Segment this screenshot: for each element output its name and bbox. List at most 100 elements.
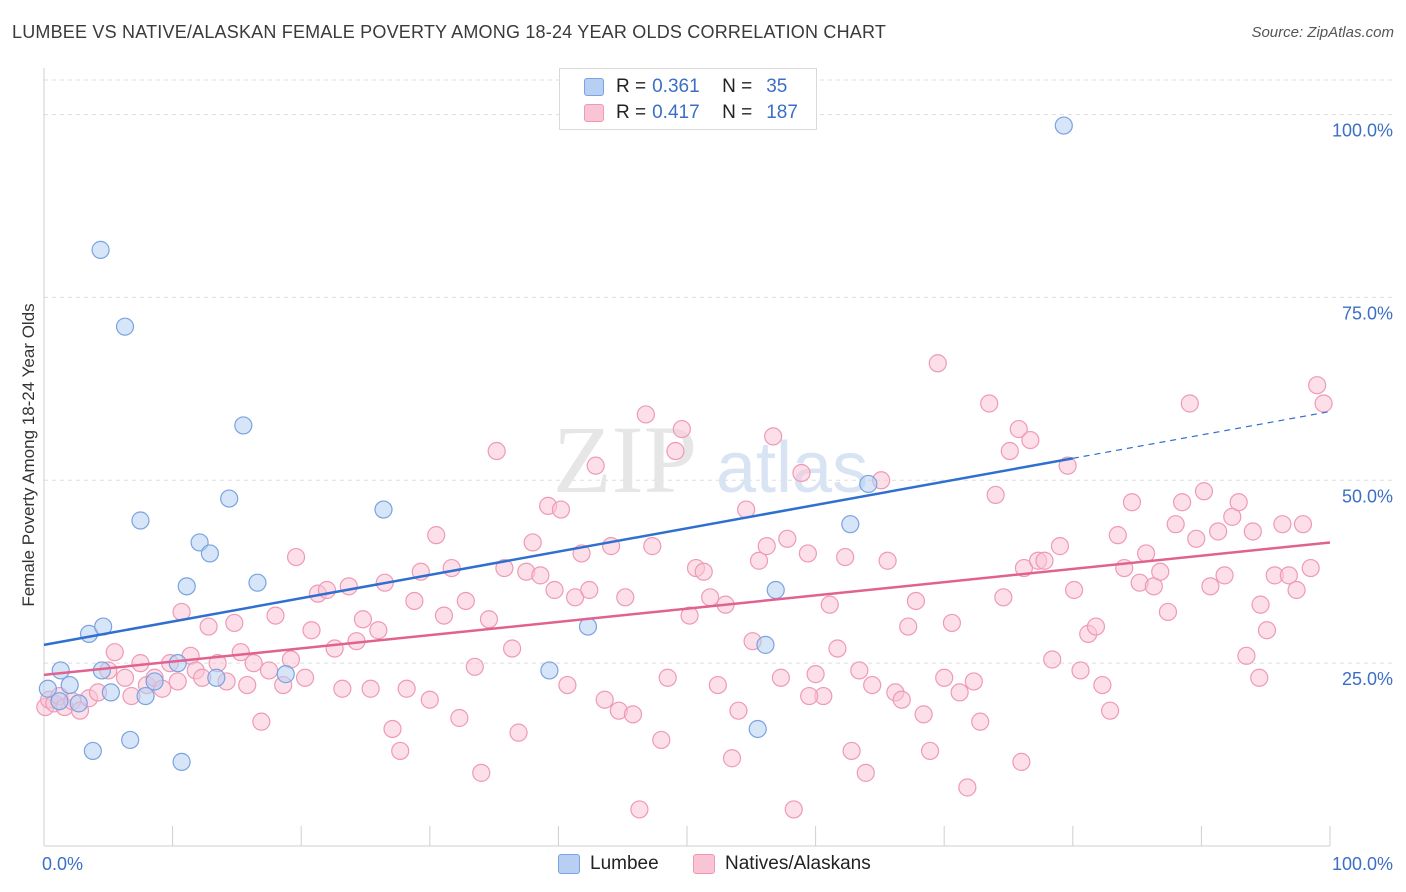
native-point [623,705,643,724]
native-point [856,763,875,782]
native-point [487,441,506,461]
native-point [980,394,999,413]
native-point [551,500,571,519]
native-point [1086,617,1106,636]
lumbee-trend-extension [1072,410,1331,459]
native-point [1021,430,1040,450]
native-point [636,405,655,424]
native-point [1058,456,1077,475]
native-point [1151,562,1170,581]
native-point [920,741,940,761]
native-point [450,708,469,728]
native-point [1209,522,1228,541]
y-tick-label: 75.0% [1342,303,1393,323]
bottom-legend-native: Natives/Alaskans [693,852,871,876]
lumbee-point [748,719,767,739]
native-point [950,683,969,702]
native-point [1229,493,1248,512]
lumbee-point [540,661,559,680]
native-point [231,643,250,662]
native-point [1173,493,1192,512]
native-point [325,639,344,658]
native-point [708,675,727,695]
native-point [503,639,522,658]
legend-r-label: R = [616,76,647,97]
native-point [1100,701,1120,720]
native-point [828,639,847,658]
lumbee-point [172,752,191,771]
x-tick-left: 0.0% [42,854,83,874]
native-point [935,668,954,687]
native-point [1194,482,1214,501]
lumbee-point [756,635,775,654]
native-point [580,580,599,600]
x-tick-right: 100.0% [1332,854,1393,874]
native-point [1187,529,1206,548]
lumbee-point [115,317,135,336]
lumbee-point [51,661,70,680]
native-point [764,427,783,446]
legend-r-label: R = [616,102,647,123]
native-point [225,613,244,633]
lumbee-point [131,511,150,530]
chart-source: Source: ZipAtlas.com [1251,24,1394,41]
native-point [971,712,990,731]
native-point [1257,621,1277,640]
native-point [295,668,315,687]
lumbee-point [220,489,239,508]
native-point [800,686,819,706]
lumbee-point [374,500,393,519]
native-point [333,679,352,698]
native-point [465,657,484,676]
native-point [792,463,811,483]
native-point [1064,580,1084,600]
native-point [586,456,605,475]
native-point [701,588,720,607]
bottom-legend-lumbee-label: Lumbee [590,853,659,874]
native-point [942,613,962,633]
lumbee-point [168,654,187,673]
native-point [1108,526,1127,545]
native-point [666,441,685,461]
native-point [509,723,528,742]
native-trend-line [43,541,1331,677]
y-axis-label: Female Poverty Among 18-24 Year Olds [19,303,38,606]
native-point [1301,558,1320,578]
bottom-legend-native-label: Natives/Alaskans [725,853,871,874]
legend-row-native: R = 0.417 N = 187 [584,101,798,125]
native-point [914,705,933,724]
native-point [964,672,983,691]
native-point [1166,515,1185,534]
native-point [1250,668,1269,687]
native-point [1000,441,1019,461]
correlation-legend: R = 0.361 N = 35 R = 0.417 N = 187 [559,68,817,130]
native-point [652,730,671,750]
native-point [456,591,475,611]
native-point [1293,515,1313,534]
native-point [545,580,564,600]
native-point [199,617,218,636]
native-point [1158,602,1178,622]
native-point [259,661,279,680]
native-point [531,566,550,585]
native-point [339,577,358,596]
legend-n-label: N = [722,102,753,123]
lumbee-point [859,474,878,494]
native-point [472,763,491,782]
legend-r-value: 0.417 [652,102,700,123]
lumbee-point [136,686,155,706]
legend-n-label: N = [722,76,753,97]
lumbee-point [1054,116,1073,135]
native-point [778,529,797,548]
native-point [928,354,947,373]
legend-r-value: 0.361 [652,76,700,97]
native-point [115,668,135,687]
native-point [558,675,577,695]
lumbee-trend-line [43,457,1074,647]
native-point [729,701,748,720]
trend-layer [43,410,1331,677]
native-point [722,749,742,768]
lumbee-point [248,573,267,592]
legend-n-value: 35 [766,76,788,97]
